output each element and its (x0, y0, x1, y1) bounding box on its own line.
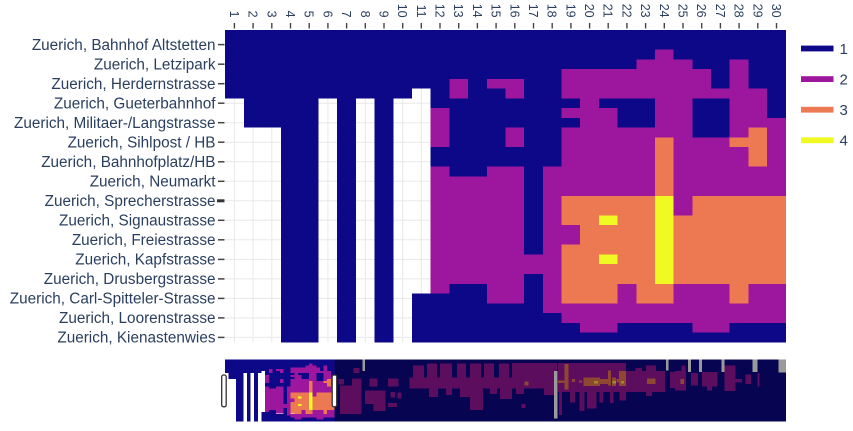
svg-text:18: 18 (545, 4, 559, 18)
svg-text:Zuerich, Letzipark: Zuerich, Letzipark (94, 57, 216, 74)
svg-text:2: 2 (246, 11, 260, 18)
svg-text:3: 3 (264, 11, 278, 18)
svg-text:Zuerich, Herdernstrasse: Zuerich, Herdernstrasse (51, 76, 215, 93)
svg-text:Zuerich, Gueterbahnhof: Zuerich, Gueterbahnhof (54, 96, 216, 113)
svg-text:4: 4 (283, 11, 297, 18)
svg-text:Zuerich, Carl-Spitteler-Strass: Zuerich, Carl-Spitteler-Strasse (10, 291, 216, 308)
svg-text:16: 16 (507, 4, 521, 18)
svg-text:Zuerich, Militaer-/Langstrasse: Zuerich, Militaer-/Langstrasse (14, 115, 215, 132)
svg-text:9: 9 (377, 11, 391, 18)
svg-text:Zuerich, Sprecherstrasse: Zuerich, Sprecherstrasse (45, 193, 216, 210)
svg-text:3: 3 (840, 102, 848, 119)
svg-text:17: 17 (526, 4, 540, 18)
svg-text:19: 19 (563, 4, 577, 18)
svg-text:22: 22 (619, 4, 633, 18)
svg-text:25: 25 (676, 4, 690, 18)
svg-text:26: 26 (694, 4, 708, 18)
svg-text:21: 21 (601, 4, 615, 18)
svg-text:24: 24 (657, 4, 671, 18)
svg-text:Zuerich, Loorenstrasse: Zuerich, Loorenstrasse (59, 310, 215, 327)
svg-text:2: 2 (840, 71, 848, 88)
svg-text:7: 7 (339, 11, 353, 18)
svg-text:29: 29 (750, 4, 764, 18)
svg-text:14: 14 (470, 4, 484, 18)
svg-text:Zuerich, Freiestrasse: Zuerich, Freiestrasse (72, 232, 216, 249)
svg-text:5: 5 (302, 11, 316, 18)
svg-text:1: 1 (227, 11, 241, 18)
svg-text:Zuerich, Kapfstrasse: Zuerich, Kapfstrasse (75, 252, 215, 269)
svg-text:1: 1 (840, 41, 848, 58)
svg-text:27: 27 (713, 4, 727, 18)
svg-text:8: 8 (358, 11, 372, 18)
svg-text:20: 20 (582, 4, 596, 18)
svg-text:Zuerich, Sihlpost / HB: Zuerich, Sihlpost / HB (68, 135, 216, 152)
svg-text:12: 12 (433, 4, 447, 18)
svg-text:Zuerich, Signaustrasse: Zuerich, Signaustrasse (59, 213, 215, 230)
svg-text:23: 23 (638, 4, 652, 18)
svg-text:28: 28 (732, 4, 746, 18)
svg-text:Zuerich, Neumarkt: Zuerich, Neumarkt (90, 174, 217, 191)
svg-text:Zuerich, Kienastenwies: Zuerich, Kienastenwies (57, 330, 215, 347)
svg-text:4: 4 (840, 133, 848, 150)
svg-text:Zuerich, Bahnhof Altstetten: Zuerich, Bahnhof Altstetten (32, 37, 216, 54)
svg-text:30: 30 (769, 4, 783, 18)
svg-text:11: 11 (414, 5, 428, 18)
svg-text:Zuerich, Drusbergstrasse: Zuerich, Drusbergstrasse (44, 271, 216, 288)
svg-text:15: 15 (489, 4, 503, 18)
svg-text:13: 13 (451, 4, 465, 18)
svg-text:10: 10 (395, 4, 409, 18)
svg-text:Zuerich, Bahnhofplatz/HB: Zuerich, Bahnhofplatz/HB (41, 154, 215, 171)
svg-text:6: 6 (320, 11, 334, 18)
